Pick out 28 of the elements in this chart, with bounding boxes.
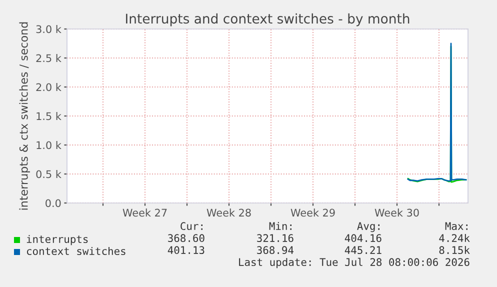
- x-tick-label: Week 29: [290, 208, 335, 217]
- text: Avg:: [357, 222, 380, 232]
- y-tick-label: 3.0 k: [36, 25, 62, 34]
- text: Min:: [269, 222, 292, 230]
- text: Max:: [445, 222, 468, 230]
- y-tick-label: 1.5 k: [36, 112, 62, 120]
- y-tick-label: 2.5 k: [36, 54, 62, 62]
- text: 404.16: [344, 234, 382, 242]
- y-axis-title: interrupts & ctx switches / second: [19, 22, 30, 210]
- text: 368.94: [257, 246, 294, 254]
- text: 401.13: [168, 246, 204, 254]
- text: 321.16: [257, 234, 294, 242]
- text: 368.60: [168, 234, 204, 242]
- chart-title: Interrupts and context switches - by month: [126, 13, 410, 26]
- x-tick-label: Week 28: [206, 208, 251, 217]
- x-tick-label: Week 30: [374, 208, 419, 217]
- text: 4.24k: [439, 234, 470, 242]
- text: 8.15k: [439, 246, 470, 254]
- text: Last update: Tue Jul 28 08:00:06 2026: [239, 258, 470, 268]
- text: 445.21: [344, 246, 382, 254]
- y-tick-label: 0.5 k: [36, 170, 62, 178]
- y-tick-label: 2.0 k: [36, 83, 62, 92]
- x-tick-label: Week 27: [122, 208, 167, 217]
- legend-label: interrupts: [26, 234, 88, 246]
- y-tick-label: 0.0: [46, 199, 61, 208]
- legend-label: context switches: [26, 246, 126, 256]
- text: Cur:: [180, 222, 202, 230]
- y-tick-label: 1.0 k: [36, 141, 62, 150]
